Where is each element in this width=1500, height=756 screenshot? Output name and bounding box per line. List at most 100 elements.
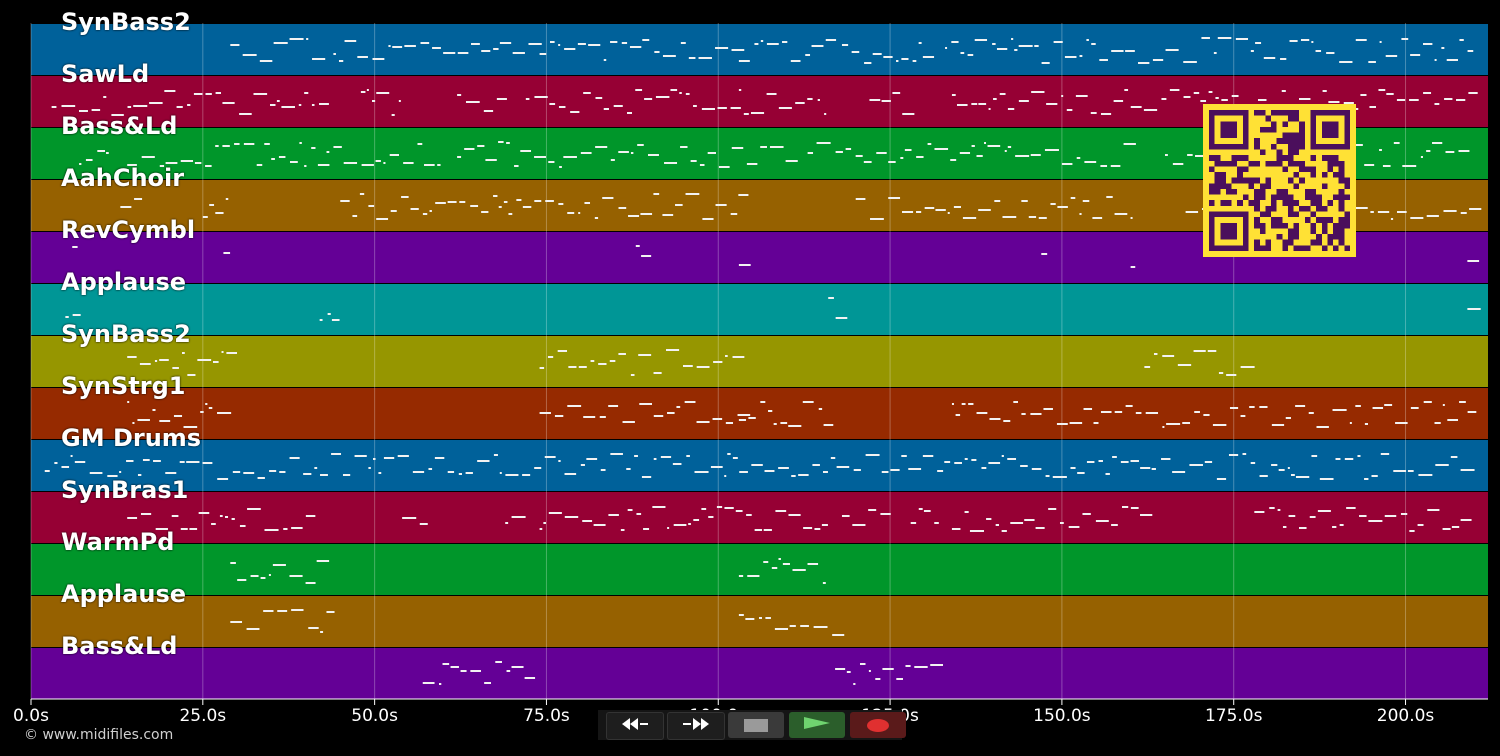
note — [289, 575, 303, 577]
note — [1076, 157, 1081, 159]
note — [437, 164, 441, 166]
note — [1396, 99, 1406, 101]
note — [366, 89, 369, 91]
note — [217, 412, 232, 414]
track-lane[interactable] — [31, 336, 1488, 387]
note — [685, 193, 700, 195]
track-lane[interactable] — [31, 388, 1488, 439]
note — [558, 460, 561, 462]
note — [1095, 520, 1109, 522]
note — [788, 425, 802, 427]
note — [628, 215, 640, 217]
note — [800, 625, 809, 627]
note — [1259, 406, 1268, 408]
note — [864, 62, 872, 64]
note — [1050, 203, 1056, 205]
note — [951, 403, 954, 405]
note — [1467, 411, 1477, 413]
note — [1208, 91, 1213, 93]
note — [1004, 150, 1007, 152]
track-lane[interactable] — [31, 596, 1488, 647]
note — [953, 206, 961, 208]
note — [735, 510, 743, 512]
note — [1021, 200, 1028, 202]
note — [1110, 165, 1121, 167]
note — [458, 473, 462, 475]
note — [139, 363, 151, 365]
note — [684, 401, 696, 403]
note — [900, 157, 904, 159]
note — [1203, 414, 1210, 416]
note — [159, 165, 165, 167]
note — [1217, 37, 1232, 39]
note — [331, 453, 342, 455]
note — [1395, 422, 1408, 424]
note — [905, 665, 911, 667]
note — [1299, 527, 1307, 529]
note — [1407, 470, 1414, 472]
note — [477, 145, 485, 147]
note — [872, 53, 882, 55]
note — [202, 462, 213, 464]
note — [1418, 474, 1433, 476]
note — [1218, 372, 1224, 374]
rewind-button[interactable] — [606, 712, 664, 740]
note — [74, 461, 86, 463]
note — [1038, 217, 1047, 219]
note — [1046, 103, 1058, 105]
note — [971, 459, 977, 461]
note — [1311, 41, 1314, 43]
note — [902, 211, 914, 213]
note — [392, 46, 403, 48]
play-button[interactable] — [789, 712, 845, 738]
stop-button[interactable] — [728, 712, 784, 738]
note — [1280, 58, 1287, 60]
note — [1125, 50, 1135, 52]
note — [548, 161, 555, 163]
note — [739, 471, 748, 473]
note — [725, 422, 734, 424]
note — [578, 212, 581, 214]
note — [180, 160, 194, 162]
note — [750, 112, 765, 114]
note — [1194, 411, 1200, 413]
note — [888, 197, 901, 199]
note — [577, 43, 586, 45]
note — [1053, 41, 1063, 43]
note — [559, 166, 562, 168]
note — [686, 455, 690, 457]
note — [459, 201, 466, 203]
track-lane[interactable] — [31, 648, 1488, 699]
note — [830, 457, 836, 459]
note — [908, 468, 922, 470]
track-lane[interactable] — [31, 544, 1488, 595]
fast-forward-button[interactable] — [667, 712, 725, 740]
note — [988, 108, 991, 110]
note — [1018, 100, 1029, 102]
track-label: SynBass2 — [61, 8, 191, 36]
note — [627, 509, 633, 511]
track-lane[interactable] — [31, 24, 1488, 75]
record-button[interactable] — [850, 712, 906, 738]
note — [200, 411, 204, 413]
note — [1423, 43, 1433, 45]
note — [1182, 422, 1191, 424]
stop-icon — [744, 718, 768, 732]
note — [764, 470, 775, 472]
note — [1364, 164, 1375, 166]
note — [511, 666, 524, 668]
note — [853, 683, 856, 685]
note — [1092, 217, 1103, 219]
track-lane[interactable] — [31, 284, 1488, 335]
note — [1442, 528, 1451, 530]
note — [506, 670, 511, 672]
note — [239, 113, 252, 115]
note — [638, 354, 652, 356]
note — [231, 518, 235, 520]
note — [496, 98, 507, 100]
note — [790, 60, 801, 62]
track-lane[interactable] — [31, 492, 1488, 543]
note — [460, 670, 467, 672]
note — [217, 478, 229, 480]
note — [760, 40, 764, 42]
